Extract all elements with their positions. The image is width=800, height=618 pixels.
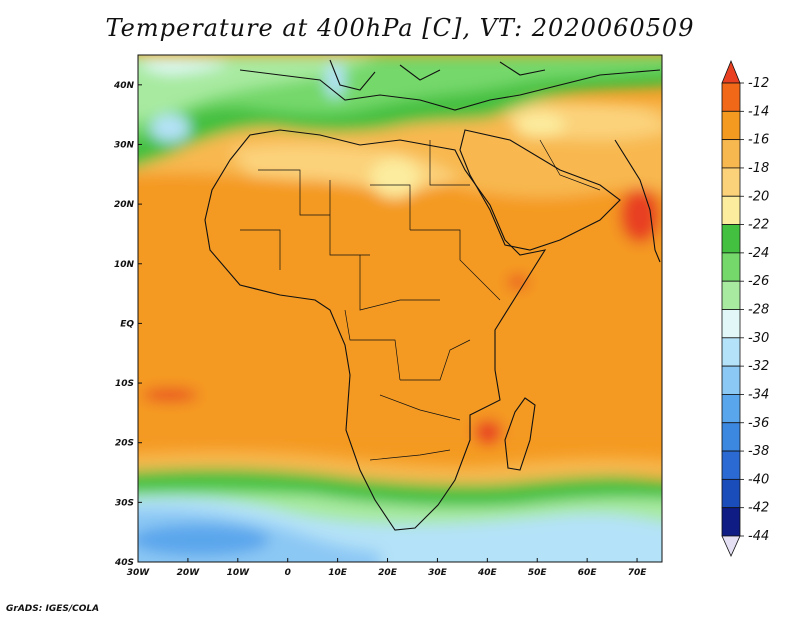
lon-tick-label: 30W [127, 568, 151, 578]
latitude-axis: 40N 30N 20N 10N EQ 10S 20S 30S 40S [113, 81, 142, 568]
colorbar-label: -40 [748, 472, 769, 487]
colorbar-segment [721, 280, 741, 310]
colorbar-label: -42 [748, 501, 769, 516]
colorbar-segment [721, 252, 741, 282]
lat-tick-label: 40S [114, 558, 134, 568]
colorbar-segment [721, 195, 741, 225]
colorbar-segment [721, 82, 741, 112]
colorbar-label: -26 [748, 274, 769, 289]
colorbar-segment [721, 365, 741, 395]
colorbar-segment [721, 478, 741, 509]
colorbar-label: -34 [748, 387, 769, 402]
grads-credit: GrADS: IGES/COLA [6, 604, 100, 614]
lat-tick-label: 30N [114, 140, 135, 150]
colorbar-segment [721, 309, 741, 339]
lon-tick-label: 0 [285, 568, 291, 578]
lon-tick-label: 20W [177, 568, 201, 578]
map-title: Temperature at 400hPa [C], VT: 202006050… [105, 14, 695, 42]
country-borders [240, 139, 601, 461]
colorbar-label: -18 [748, 161, 769, 176]
colorbar-label: -38 [748, 444, 769, 459]
colorbar-segment [721, 507, 741, 537]
colorbar-top-arrow [721, 59, 741, 84]
lat-tick-label: 10S [115, 379, 134, 389]
colorbar-segment [721, 337, 741, 367]
colorbar-label: -30 [748, 331, 769, 346]
colorbar-label: -28 [748, 303, 769, 318]
temperature-field [138, 55, 662, 562]
longitude-axis: 30W 20W 10W 0 10E 20E 30E 40E 50E 60E 70E [127, 558, 647, 578]
lat-tick-label: 30S [115, 498, 134, 508]
colorbar: -12 -14 -16 -18 -20 -22 -24 -26 -28 -30 -32 -34 -36 -… [721, 59, 769, 557]
colorbar-segment [721, 139, 741, 169]
lat-tick-label: EQ [120, 319, 134, 329]
lon-tick-label: 10W [227, 568, 251, 578]
colorbar-label: -12 [748, 76, 769, 91]
colorbar-segment [721, 167, 741, 197]
lon-tick-label: 20E [378, 568, 398, 578]
lat-tick-label: 20N [114, 200, 135, 210]
colorbar-segment [721, 394, 741, 424]
lat-tick-label: 10N [114, 260, 135, 270]
colorbar-label: -14 [748, 104, 769, 119]
colorbar-label: -22 [748, 218, 769, 233]
colorbar-label: -16 [748, 133, 769, 148]
colorbar-label: -20 [748, 189, 769, 204]
lat-tick-label: 40N [113, 81, 135, 91]
coastlines [204, 59, 661, 531]
colorbar-label: -44 [748, 529, 769, 544]
colorbar-segment [721, 110, 741, 141]
lon-tick-label: 30E [428, 568, 448, 578]
colorbar-segment [721, 450, 741, 480]
lon-tick-label: 40E [477, 568, 498, 578]
colorbar-segment [721, 224, 741, 254]
colorbar-bottom-arrow [721, 535, 741, 557]
lat-tick-label: 20S [115, 439, 134, 449]
lon-tick-label: 10E [328, 568, 348, 578]
map-frame [137, 54, 663, 563]
lon-tick-label: 50E [528, 568, 548, 578]
colorbar-segment [721, 422, 741, 452]
colorbar-label: -36 [748, 416, 769, 431]
lon-tick-label: 70E [628, 568, 648, 578]
colorbar-label: -24 [748, 246, 769, 261]
lon-tick-label: 60E [578, 568, 598, 578]
colorbar-label: -32 [748, 359, 769, 374]
